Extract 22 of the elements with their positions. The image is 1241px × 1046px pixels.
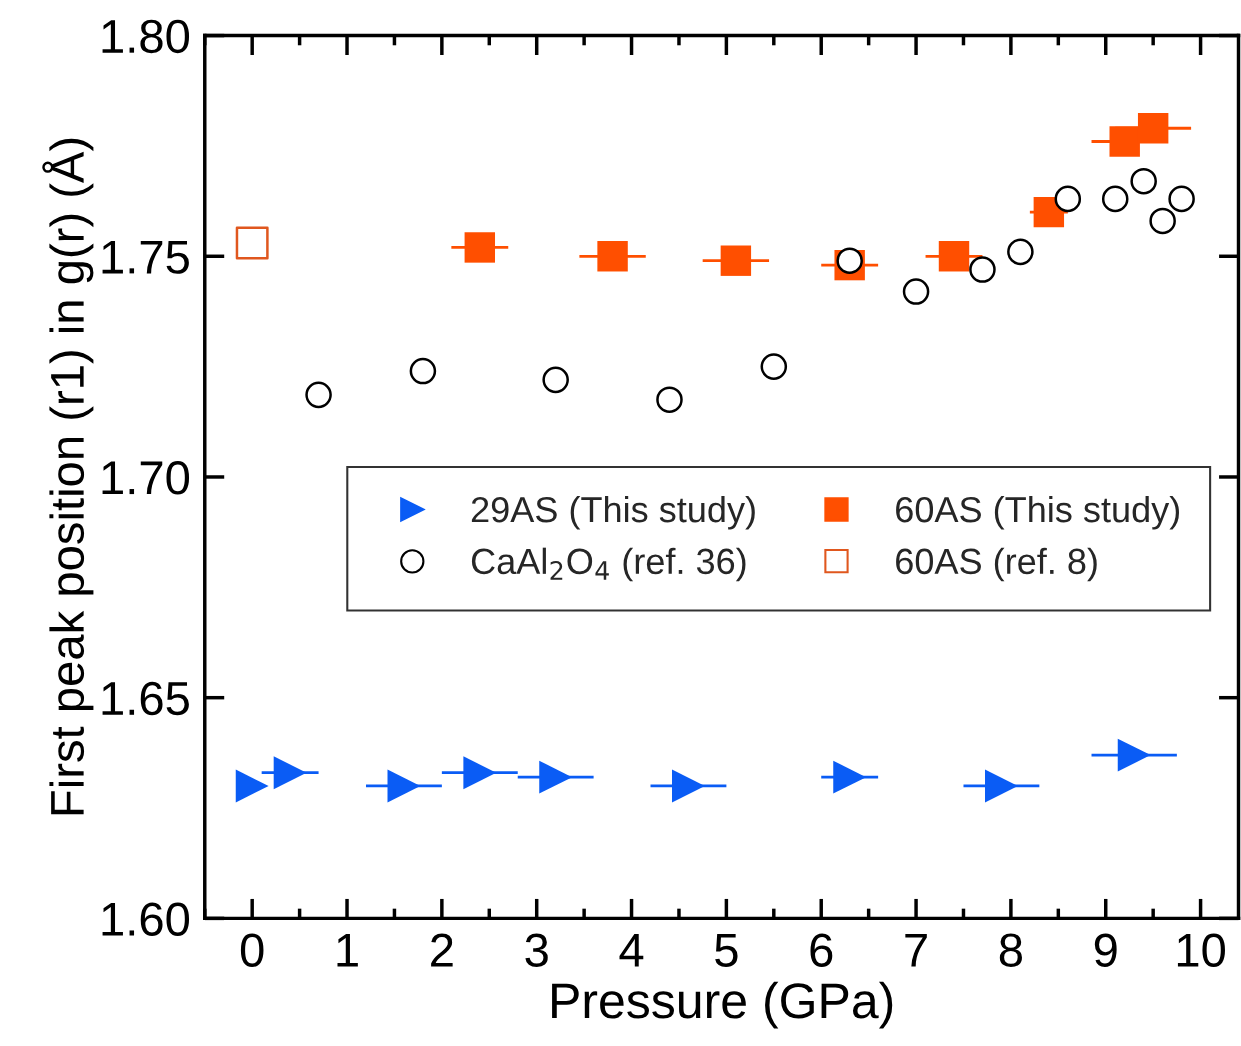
x-tick-label: 2 [431,933,453,967]
x-tick-label: 7 [905,934,927,967]
legend-label: 29AS (This study) [471,495,755,530]
x-tick-label: 3 [525,933,548,967]
x-tick-label: 5 [715,934,738,967]
x-tick-label: 10 [1177,933,1225,967]
legend-label: 60AS (This study) [896,495,1180,530]
x-tick-label: 6 [810,933,833,967]
x-tick-label: 9 [1094,933,1117,967]
y-tick-label: 1.80 [102,19,190,54]
y-tick-label: 1.65 [102,681,189,716]
x-tick-label: 4 [619,934,644,967]
legend-label: CaAl$_{2}$O$_{4}$ (ref. 36) [471,547,746,582]
x-axis-title: Pressure (GPa) [552,981,893,1029]
y-tick-label: 1.75 [102,240,189,274]
legend-label: 60AS (ref. 8) [896,547,1097,582]
y-tick-label: 1.70 [102,461,190,495]
y-axis-title: First peak position (r1) in g(r) (Å) [42,138,94,815]
x-tick-label: 1 [337,934,358,967]
x-tick-label: 0 [240,933,264,967]
x-tick-label: 8 [999,933,1022,967]
y-tick-label: 1.60 [102,902,190,936]
